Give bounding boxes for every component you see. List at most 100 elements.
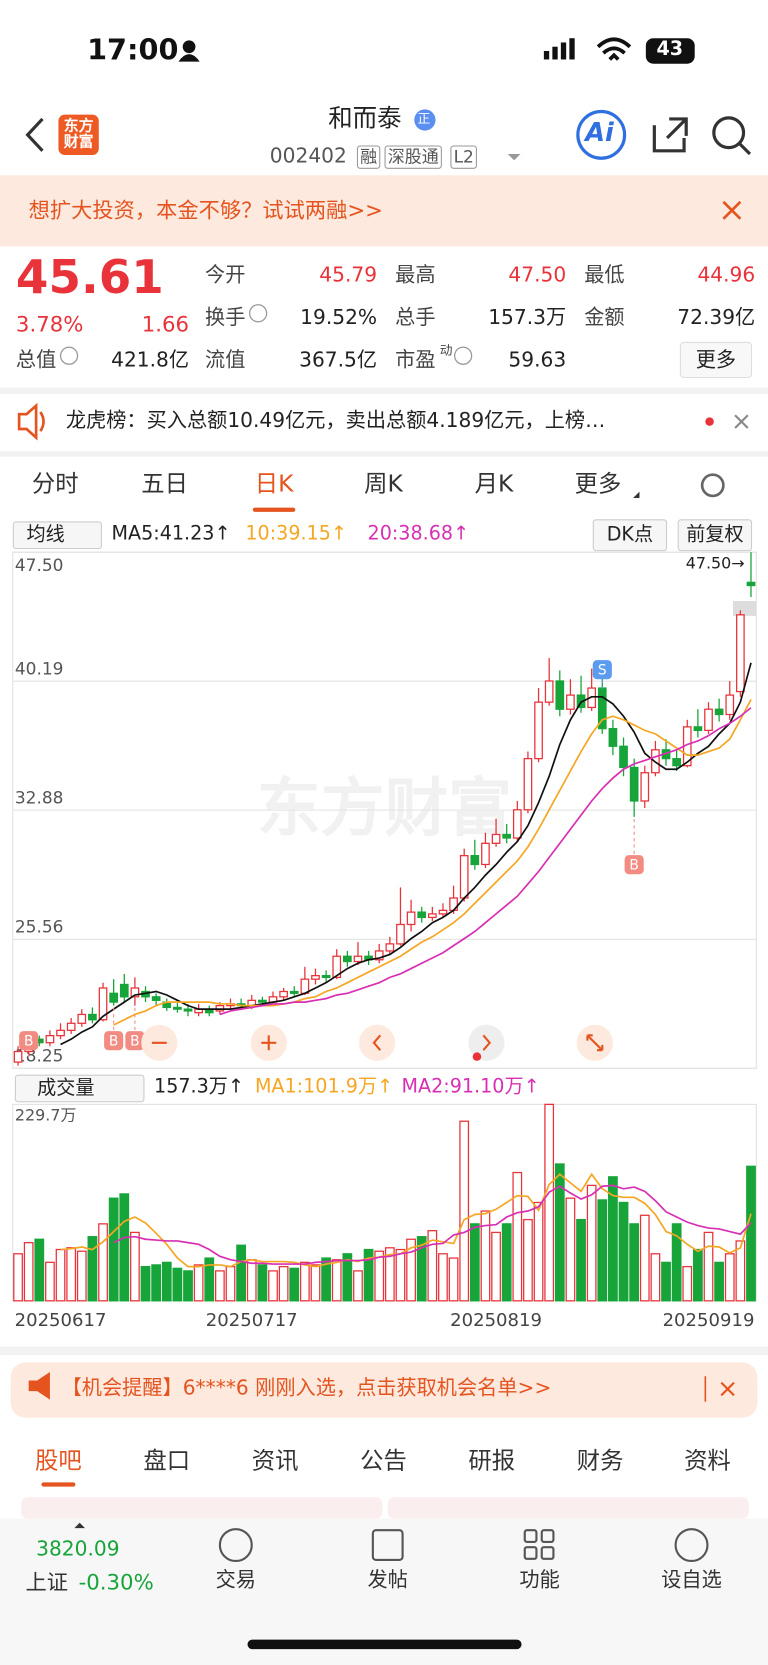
wifi-icon bbox=[596, 37, 632, 61]
field-value: 157.3万 bbox=[488, 305, 567, 330]
price-tag bbox=[732, 601, 757, 616]
footer-item[interactable]: 交易 bbox=[215, 1568, 256, 1592]
tag: L2 bbox=[450, 145, 478, 169]
volume-bar bbox=[469, 1223, 480, 1302]
volume-bar bbox=[321, 1257, 331, 1302]
indicator-select[interactable]: 均线 bbox=[12, 521, 102, 550]
volume-bar bbox=[225, 1265, 236, 1302]
candle-body bbox=[183, 1008, 193, 1012]
volume-bar bbox=[108, 1197, 119, 1302]
watchlist-icon[interactable] bbox=[674, 1528, 709, 1563]
volume-bar bbox=[533, 1201, 544, 1302]
bottom-tab[interactable]: 股吧 bbox=[35, 1448, 82, 1475]
candle-body bbox=[88, 1013, 97, 1021]
search-icon[interactable] bbox=[712, 116, 746, 150]
chart-button[interactable]: 前复权 bbox=[677, 519, 753, 552]
field-value: 59.63 bbox=[508, 348, 567, 372]
volume-bar bbox=[13, 1253, 23, 1302]
tab[interactable]: 月K bbox=[474, 471, 514, 499]
bottom-tab[interactable]: 公告 bbox=[360, 1448, 407, 1475]
logo[interactable] bbox=[58, 114, 99, 156]
candle-body bbox=[566, 694, 575, 710]
close-ad[interactable] bbox=[720, 1381, 735, 1397]
footer-item[interactable]: 发帖 bbox=[367, 1568, 408, 1592]
ad-icon bbox=[28, 1371, 50, 1400]
volume-bar bbox=[161, 1261, 172, 1302]
tab[interactable]: 周K bbox=[364, 471, 403, 499]
bottom-tab[interactable]: 资料 bbox=[684, 1448, 731, 1475]
tab[interactable]: 分时 bbox=[31, 471, 79, 499]
tab[interactable]: 日K bbox=[254, 471, 294, 499]
field-label: 金额 bbox=[584, 305, 625, 330]
field-value: 45.79 bbox=[319, 263, 378, 287]
trade-icon[interactable] bbox=[218, 1528, 253, 1563]
x-tick-label: 20250819 bbox=[450, 1310, 542, 1331]
back-icon[interactable] bbox=[25, 117, 44, 152]
ai-icon[interactable] bbox=[576, 109, 627, 160]
volume-bar bbox=[34, 1238, 45, 1302]
ad-text[interactable]: 【机会提醒】6****6 刚刚入选，点击获取机会名单>> bbox=[61, 1376, 552, 1400]
volume-bar bbox=[544, 1103, 555, 1302]
index-value[interactable]: 3820.09 bbox=[36, 1537, 120, 1561]
time: 17:00 bbox=[87, 33, 179, 67]
settings-icon[interactable] bbox=[700, 473, 725, 498]
tab[interactable]: 更多 bbox=[574, 471, 622, 499]
field-sup: 动 bbox=[439, 342, 453, 358]
volume-bar bbox=[23, 1242, 34, 1302]
logo-text[interactable]: 东方财富 bbox=[63, 117, 94, 151]
candle-body bbox=[746, 581, 756, 587]
signal-box bbox=[125, 1031, 145, 1051]
y-tick-label: 25.56 bbox=[15, 918, 64, 938]
bottom-tab[interactable]: 研报 bbox=[468, 1448, 516, 1475]
bottom-tab[interactable]: 资讯 bbox=[251, 1448, 299, 1475]
more-button[interactable]: 更多 bbox=[679, 341, 753, 379]
candle-body bbox=[523, 757, 533, 811]
close-banner[interactable] bbox=[722, 200, 742, 220]
control-glyphs bbox=[151, 1034, 604, 1052]
share-icon[interactable] bbox=[652, 117, 688, 153]
bottom-tab[interactable]: 财务 bbox=[576, 1448, 624, 1475]
field-label: 换手 bbox=[205, 305, 246, 330]
volume-bar bbox=[363, 1248, 374, 1302]
volume-bar bbox=[130, 1231, 140, 1302]
field-label: 最高 bbox=[395, 263, 436, 287]
person-icon bbox=[178, 54, 200, 62]
volume-bar bbox=[172, 1267, 183, 1302]
pct: 3.78% bbox=[15, 311, 84, 337]
volume-select[interactable]: 成交量 bbox=[14, 1074, 145, 1103]
candle-body bbox=[342, 955, 352, 963]
footer-item[interactable]: 设自选 bbox=[661, 1568, 722, 1592]
tab-underline bbox=[41, 1482, 76, 1487]
info-icon bbox=[59, 346, 79, 365]
index-name[interactable]: 上证 bbox=[25, 1569, 68, 1595]
notice-text[interactable]: 龙虎榜：买入总额10.49亿元，卖出总额4.189亿元，上榜… bbox=[65, 408, 606, 433]
volume-bar bbox=[76, 1250, 87, 1302]
candle-body bbox=[258, 999, 267, 1003]
field-label: 流值 bbox=[205, 348, 246, 372]
bottom-tab[interactable]: 盘口 bbox=[143, 1448, 191, 1475]
footer-item[interactable]: 功能 bbox=[519, 1568, 560, 1592]
volume-bar bbox=[661, 1261, 671, 1302]
chart-control[interactable] bbox=[468, 1024, 505, 1061]
candle-body bbox=[417, 911, 427, 919]
volume-bar bbox=[119, 1193, 130, 1302]
tab[interactable]: 五日 bbox=[141, 471, 189, 499]
ad-bg bbox=[10, 1362, 758, 1418]
ai-label[interactable]: Ai bbox=[585, 117, 614, 148]
close-notice[interactable] bbox=[734, 414, 749, 429]
chart-button[interactable]: DK点 bbox=[592, 519, 668, 552]
volume-bar bbox=[629, 1223, 640, 1302]
field-value: 421.8亿 bbox=[111, 348, 190, 372]
volume-bar bbox=[608, 1176, 618, 1302]
function-icon[interactable] bbox=[523, 1529, 555, 1560]
field-value: 47.50 bbox=[508, 263, 567, 287]
chart-control[interactable] bbox=[359, 1024, 396, 1061]
x-tick-label: 20250617 bbox=[15, 1310, 107, 1331]
banner-text[interactable]: 想扩大投资，本金不够？试试两融>> bbox=[28, 197, 383, 223]
stock-code: 002402 bbox=[269, 144, 347, 168]
index-change[interactable]: -0.30% bbox=[78, 1569, 154, 1595]
post-icon[interactable] bbox=[371, 1529, 404, 1561]
volume-bar bbox=[183, 1270, 193, 1302]
candle-body bbox=[396, 923, 405, 945]
